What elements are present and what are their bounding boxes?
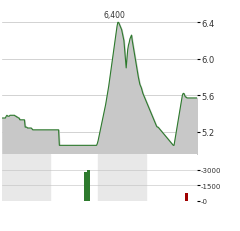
Bar	[87, 170, 90, 201]
Text: 6,400: 6,400	[103, 11, 125, 20]
Bar	[98, 155, 146, 201]
Bar	[186, 193, 188, 201]
Text: 5,050: 5,050	[48, 153, 70, 162]
Bar	[84, 172, 87, 201]
Bar	[2, 155, 50, 201]
